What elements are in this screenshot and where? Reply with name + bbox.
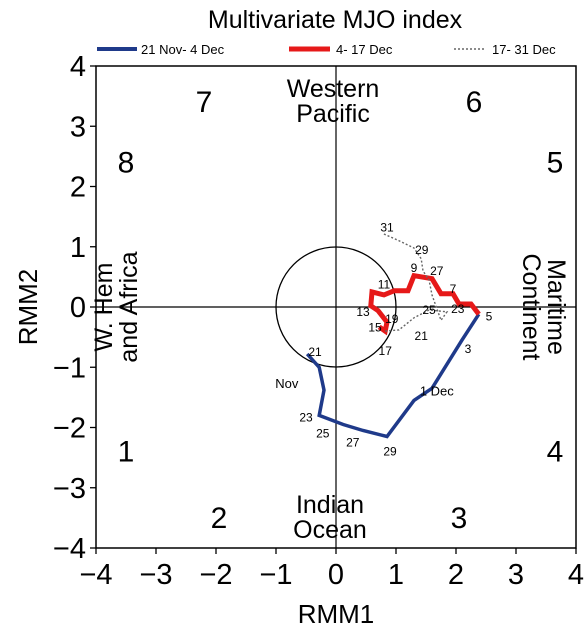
x-tick-label: −4: [79, 559, 112, 591]
point-label: 27: [430, 264, 444, 278]
x-tick-label: 0: [328, 559, 344, 591]
phase-label-8: 8: [118, 146, 135, 179]
x-tick-label: 4: [568, 559, 584, 591]
point-label: 9: [411, 261, 418, 275]
x-tick-label: 2: [448, 559, 464, 591]
point-label: 11: [378, 278, 391, 292]
point-label: 25: [422, 303, 436, 317]
point-label: 7: [450, 282, 457, 296]
y-tick-label: −2: [53, 413, 86, 445]
x-tick-label: −3: [139, 559, 172, 591]
phase-label-1: 1: [118, 436, 135, 469]
legend-label-series-1: 21 Nov- 4 Dec: [141, 42, 225, 57]
y-tick-label: −3: [53, 473, 86, 505]
x-tick-label: 1: [388, 559, 404, 591]
series-line-3: [382, 232, 449, 332]
region-label-0: Western Pacific: [287, 75, 380, 128]
phase-label-3: 3: [451, 502, 468, 535]
point-label: 3: [465, 342, 472, 356]
y-tick-label: 0: [70, 292, 86, 324]
point-label: 1 Dec: [420, 383, 454, 398]
point-label: 19: [385, 312, 399, 326]
point-label: 29: [383, 445, 397, 459]
point-label: 21: [308, 345, 322, 359]
y-tick-label: 3: [70, 111, 86, 143]
y-tick-label: −1: [53, 352, 86, 384]
point-label: 21: [415, 329, 429, 343]
point-label: 5: [486, 310, 493, 324]
point-label: 17: [379, 344, 393, 358]
phase-label-5: 5: [547, 146, 564, 179]
x-tick-label: −1: [259, 559, 292, 591]
y-axis-label: RMM2: [13, 269, 43, 346]
chart-title: Multivariate MJO index: [208, 6, 463, 34]
y-tick-labels: 4 3 2 1 0 −1 −2 −3 −4: [53, 51, 96, 565]
point-label: 27: [346, 436, 360, 450]
legend-label-series-3: 17- 31 Dec: [492, 42, 556, 57]
y-tick-label: 4: [70, 51, 86, 83]
unit-circle: [275, 246, 397, 368]
y-tick-label: 1: [70, 232, 86, 264]
series-line-1: [305, 313, 481, 439]
series-line-2: [368, 272, 481, 336]
region-label-3: MaritimeContinent: [517, 253, 570, 360]
point-label: 31: [380, 220, 394, 234]
legend-label-series-2: 4- 17 Dec: [336, 42, 393, 57]
point-label: 29: [415, 243, 429, 257]
phase-label-7: 7: [196, 86, 213, 119]
phase-label-6: 6: [466, 86, 483, 119]
phase-label-2: 2: [211, 502, 228, 535]
region-label-2: W. Hemand Africa: [90, 251, 143, 362]
y-tick-label: 2: [70, 172, 86, 204]
phase-label-4: 4: [547, 436, 564, 469]
x-tick-label: −2: [199, 559, 232, 591]
point-label: 25: [316, 427, 330, 441]
x-tick-labels: −4 −3 −2 −1 0 1 2 3 4: [79, 548, 584, 591]
legend: 21 Nov- 4 Dec 4- 17 Dec 17- 31 Dec: [97, 42, 556, 57]
point-label: 15: [368, 320, 382, 334]
region-labels: Western Pacific Indian Ocean W. Hemand Afric…: [90, 75, 570, 544]
x-axis-label: RMM1: [298, 599, 375, 629]
point-label: Nov: [275, 376, 299, 391]
x-tick-label: 3: [508, 559, 524, 591]
y-tick-label: −4: [53, 533, 86, 565]
region-label-1: Indian Ocean: [293, 491, 367, 544]
point-label: 23: [299, 410, 313, 424]
series-lines: [305, 232, 481, 439]
point-label: 13: [356, 305, 370, 319]
point-label: 23: [451, 302, 465, 316]
